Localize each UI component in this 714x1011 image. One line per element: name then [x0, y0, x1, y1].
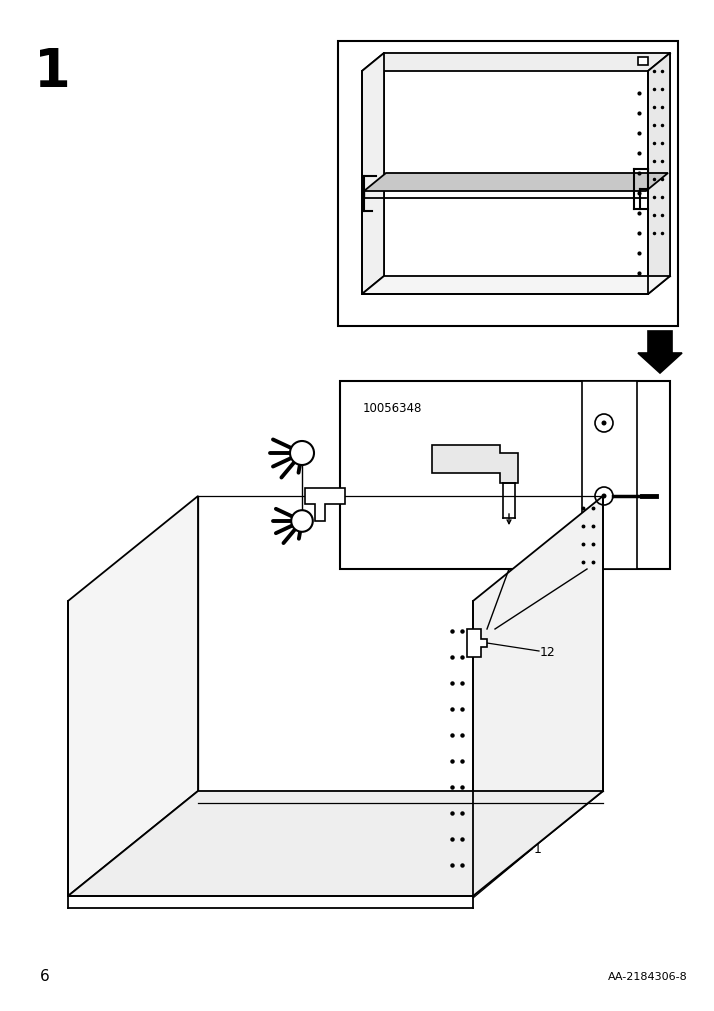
Polygon shape: [362, 54, 670, 72]
Bar: [338, 42, 678, 327]
Text: 6: 6: [40, 969, 50, 984]
Polygon shape: [305, 488, 345, 522]
Text: AA-2184306-8: AA-2184306-8: [608, 971, 688, 981]
Circle shape: [601, 494, 606, 499]
Text: 12: 12: [540, 645, 555, 658]
Polygon shape: [467, 630, 487, 657]
Bar: [340, 381, 670, 569]
Circle shape: [290, 442, 314, 465]
Polygon shape: [68, 792, 603, 896]
Polygon shape: [648, 54, 670, 295]
Polygon shape: [638, 332, 682, 374]
Bar: [582, 381, 637, 569]
Circle shape: [601, 422, 606, 426]
Text: 10056348: 10056348: [363, 401, 423, 415]
Polygon shape: [362, 54, 384, 295]
Polygon shape: [364, 174, 668, 192]
Polygon shape: [68, 496, 198, 896]
Text: 1: 1: [534, 842, 542, 855]
Bar: [638, 58, 648, 66]
Polygon shape: [473, 496, 603, 896]
Polygon shape: [362, 277, 670, 295]
Text: 2: 2: [534, 829, 542, 842]
Polygon shape: [432, 446, 518, 483]
Text: 1: 1: [34, 45, 71, 98]
Circle shape: [291, 511, 313, 532]
